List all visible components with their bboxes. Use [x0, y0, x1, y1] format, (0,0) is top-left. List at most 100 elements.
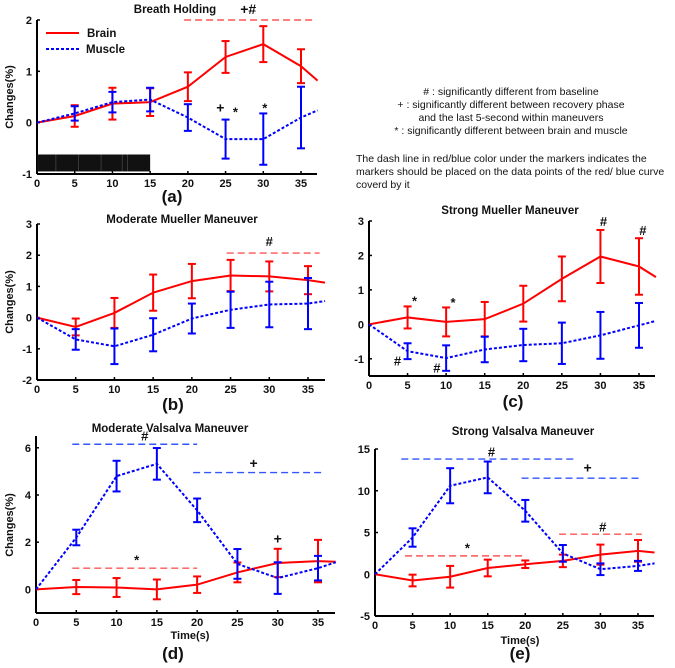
- x-tick-label: 10: [440, 380, 452, 392]
- x-tick-label: 25: [231, 617, 243, 629]
- note-line: # : significantly different from baselin…: [423, 86, 599, 98]
- significance-marker: *: [262, 100, 268, 115]
- x-tick-label: 20: [517, 380, 529, 392]
- significance-marker: +: [584, 459, 592, 475]
- y-tick-label: -1: [22, 344, 32, 356]
- significance-marker: #: [141, 429, 149, 444]
- x-tick-label: 10: [108, 384, 120, 396]
- x-tick-label: 30: [257, 178, 269, 190]
- x-tick-label: 35: [295, 178, 307, 190]
- x-tick-label: 35: [633, 380, 645, 392]
- brain-line: [36, 274, 326, 329]
- x-tick-label: 20: [191, 617, 203, 629]
- muscle-line: [36, 300, 326, 348]
- x-tick-label: 15: [482, 620, 494, 632]
- x-tick-label: 10: [106, 178, 118, 190]
- significance-marker: #: [599, 520, 607, 535]
- significance-legend: # : significantly different from baselin…: [356, 86, 666, 138]
- x-tick-label: 35: [312, 617, 324, 629]
- significance-marker: #: [488, 445, 496, 460]
- muscle-line: [374, 476, 655, 575]
- y-tick-label: 1: [26, 281, 32, 293]
- y-tick-label: -1: [22, 169, 32, 181]
- x-tick-label: 25: [219, 178, 231, 190]
- x-tick-label: 15: [479, 380, 491, 392]
- y-axis-label: Changes(%): [4, 493, 16, 557]
- note-line: * : significantly different between brai…: [394, 125, 628, 137]
- y-axis-label: Changes(%): [4, 65, 16, 129]
- x-tick-label: 10: [110, 617, 122, 629]
- x-axis-label: Time(s): [501, 635, 540, 647]
- significance-marker: +: [216, 99, 224, 115]
- significance-marker: *: [451, 295, 457, 310]
- significance-marker: *: [465, 541, 471, 556]
- x-tick-label: 30: [272, 617, 284, 629]
- y-tick-label: 3: [358, 216, 364, 228]
- significance-marker: *: [233, 105, 239, 120]
- x-tick-label: 5: [410, 620, 416, 632]
- panel-label: (a): [162, 187, 183, 206]
- y-tick-label: 10: [358, 486, 370, 498]
- x-tick-label: 10: [444, 620, 456, 632]
- significance-marker: #: [600, 214, 608, 229]
- x-tick-label: 0: [366, 380, 372, 392]
- y-tick-label: 2: [25, 537, 31, 549]
- x-tick-label: 20: [182, 178, 194, 190]
- y-tick-label: 2: [26, 15, 32, 27]
- y-tick-label: 3: [26, 219, 32, 231]
- legend-muscle-label: Muscle: [86, 44, 125, 56]
- y-tick-label: -2: [22, 375, 32, 387]
- significance-marker: *: [412, 293, 418, 308]
- significance-marker: +: [249, 455, 257, 471]
- x-tick-label: 15: [151, 617, 163, 629]
- muscle-line: [36, 98, 318, 141]
- y-tick-label: -5: [360, 611, 370, 623]
- x-tick-label: 20: [519, 620, 531, 632]
- panel-label: (b): [162, 395, 184, 414]
- y-axis-label: Changes(%): [4, 270, 16, 334]
- y-tick-label: 2: [358, 250, 364, 262]
- chart-title: Moderate Valsalva Maneuver: [92, 423, 249, 435]
- y-tick-label: 5: [364, 528, 370, 540]
- y-tick-label: 0: [358, 319, 364, 331]
- x-tick-label: 15: [144, 178, 156, 190]
- x-tick-label: 35: [302, 384, 314, 396]
- chart-title: Strong Mueller Maneuver: [441, 205, 579, 217]
- x-tick-label: 0: [372, 620, 378, 632]
- significance-marker: #: [639, 223, 647, 238]
- breath-hold-period-bar: [37, 154, 151, 172]
- x-tick-label: 0: [34, 178, 40, 190]
- brain-line: [368, 255, 657, 326]
- x-tick-label: 30: [594, 380, 606, 392]
- x-tick-label: 0: [33, 617, 39, 629]
- significance-marker: *: [134, 553, 140, 568]
- significance-marker: #: [433, 361, 441, 376]
- x-tick-label: 5: [405, 380, 411, 392]
- x-tick-label: 0: [34, 384, 40, 396]
- note-line: + : significantly different between reco…: [397, 99, 625, 111]
- x-tick-label: 35: [632, 620, 644, 632]
- y-tick-label: 6: [25, 443, 31, 455]
- x-tick-label: 5: [73, 617, 79, 629]
- x-tick-label: 20: [186, 384, 198, 396]
- significance-marker: #: [266, 234, 274, 249]
- chart-title: Moderate Mueller Maneuver: [106, 214, 258, 226]
- y-tick-label: 1: [358, 285, 364, 297]
- legend-brain-label: Brain: [87, 28, 116, 40]
- x-tick-label: 25: [224, 384, 236, 396]
- x-tick-label: 15: [147, 384, 159, 396]
- x-tick-label: 25: [557, 620, 569, 632]
- note-line: and the last 5-second within maneuvers: [418, 112, 604, 124]
- y-tick-label: -1: [354, 354, 364, 366]
- panel-label: (d): [162, 644, 184, 663]
- panel-label: (c): [503, 392, 524, 411]
- chart-title: Breath Holding: [134, 4, 216, 16]
- y-tick-label: 0: [25, 584, 31, 596]
- y-tick-label: 15: [358, 444, 370, 456]
- x-tick-label: 25: [556, 380, 568, 392]
- x-tick-label: 30: [263, 384, 275, 396]
- y-tick-label: 2: [26, 250, 32, 262]
- significance-marker: #: [394, 354, 402, 369]
- x-tick-label: 5: [73, 384, 79, 396]
